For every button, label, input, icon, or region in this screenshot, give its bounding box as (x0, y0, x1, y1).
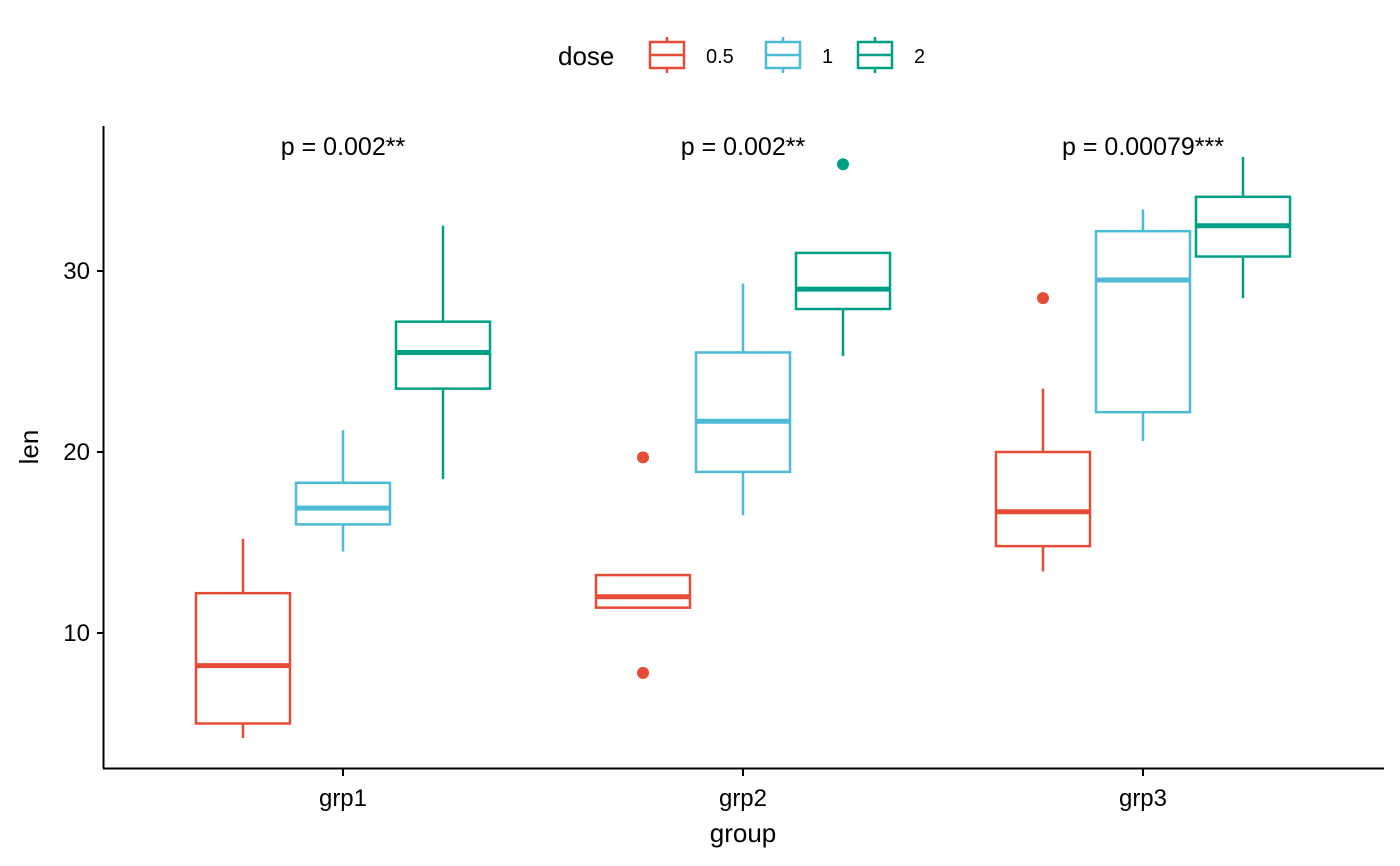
y-tick-label: 30 (63, 258, 90, 285)
box-grp2-dose-1 (694, 283, 792, 516)
x-axis-ticks: grp1 grp2 grp3 (319, 769, 1167, 812)
box-grp1-dose-0.5 (194, 538, 292, 738)
box-rect (594, 573, 692, 609)
p-value-label: p = 0.002** (281, 133, 406, 161)
p-value-labels: p = 0.002** p = 0.002** p = 0.00079*** (281, 133, 1224, 161)
box-rect (394, 320, 492, 390)
p-value-label: p = 0.00079*** (1062, 133, 1224, 161)
box-rect (194, 591, 292, 725)
box-grp2-dose-2 (794, 158, 892, 357)
outlier-point (837, 158, 849, 171)
box-grp3-dose-2 (1194, 156, 1292, 299)
x-tick-label: grp2 (719, 785, 767, 812)
box-rect (794, 251, 892, 311)
x-tick-label: grp1 (319, 785, 367, 812)
legend-item-dose-0.5: 0.5 (648, 37, 734, 73)
p-value-label: p = 0.002** (681, 133, 806, 161)
y-tick-label: 20 (63, 439, 90, 466)
box-grp3-dose-1 (1094, 209, 1192, 442)
x-axis-title: group (710, 818, 777, 848)
box-grp3-dose-0.5 (994, 292, 1092, 572)
legend-item-dose-1: 1 (764, 37, 833, 73)
y-axis-ticks: 10 20 30 (63, 258, 103, 647)
box-grp1-dose-2 (394, 225, 492, 480)
y-axis-title: len (14, 430, 44, 465)
legend-item-dose-2: 2 (856, 37, 925, 73)
outlier-point (637, 666, 649, 679)
legend-label: 0.5 (706, 46, 734, 68)
box-rect (1094, 229, 1192, 414)
legend-label: 2 (914, 46, 925, 68)
x-tick-label: grp3 (1119, 785, 1167, 812)
box-rect (294, 481, 392, 526)
legend-label: 1 (822, 46, 833, 68)
legend-title: dose (558, 41, 614, 71)
box-grp1-dose-1 (294, 430, 392, 552)
legend: dose 0.5 1 2 (558, 37, 925, 73)
box-rect (994, 450, 1092, 548)
outlier-point (1037, 292, 1049, 305)
boxes (194, 156, 1292, 738)
outlier-point (637, 451, 649, 464)
box-rect (694, 351, 792, 474)
y-tick-label: 10 (63, 620, 90, 647)
box-grp2-dose-0.5 (594, 451, 692, 679)
